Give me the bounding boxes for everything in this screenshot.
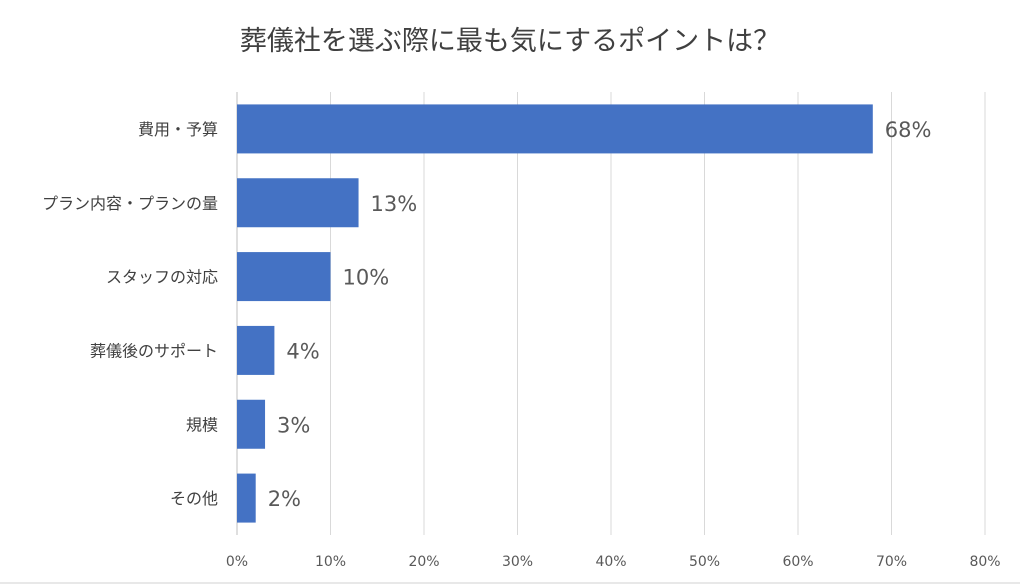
bar-0 (237, 104, 873, 154)
x-tick-label-60: 60% (782, 554, 813, 570)
bars (237, 104, 873, 523)
data-label-5: 2% (268, 487, 301, 511)
x-tick-label-50: 50% (689, 554, 720, 570)
bar-2 (237, 252, 331, 302)
x-tick-label-10: 10% (315, 554, 346, 570)
data-label-2: 10% (343, 266, 390, 290)
bar-4 (237, 399, 266, 449)
x-axis-ticks: 0% 10% 20% 30% 40% 50% 60% 70% 80% (226, 554, 1001, 570)
category-label-4: 規模 (186, 415, 218, 434)
category-label-0: 費用・予算 (138, 120, 218, 139)
gridlines (236, 92, 986, 535)
category-label-1: プラン内容・プランの量 (42, 194, 218, 213)
bar-5 (237, 473, 256, 523)
category-label-2: スタッフの対応 (106, 268, 218, 287)
x-tick-label-20: 20% (408, 554, 439, 570)
x-tick-label-80: 80% (969, 554, 1000, 570)
data-label-4: 3% (277, 413, 310, 437)
x-tick-label-30: 30% (502, 554, 533, 570)
data-label-0: 68% (885, 118, 932, 142)
chart-title: 葬儀社を選ぶ際に最も気にするポイントは？ (240, 26, 780, 57)
category-label-5: その他 (170, 489, 218, 508)
bar-3 (237, 325, 275, 375)
data-label-1: 13% (371, 192, 418, 216)
x-tick-label-40: 40% (595, 554, 626, 570)
x-tick-label-70: 70% (876, 554, 907, 570)
bar-1 (237, 178, 359, 228)
data-labels: 68% 13% 10% 4% 3% 2% (268, 118, 932, 511)
x-tick-label-0: 0% (226, 554, 248, 570)
category-label-3: 葬儀後のサポート (90, 341, 218, 360)
data-label-3: 4% (286, 339, 319, 363)
